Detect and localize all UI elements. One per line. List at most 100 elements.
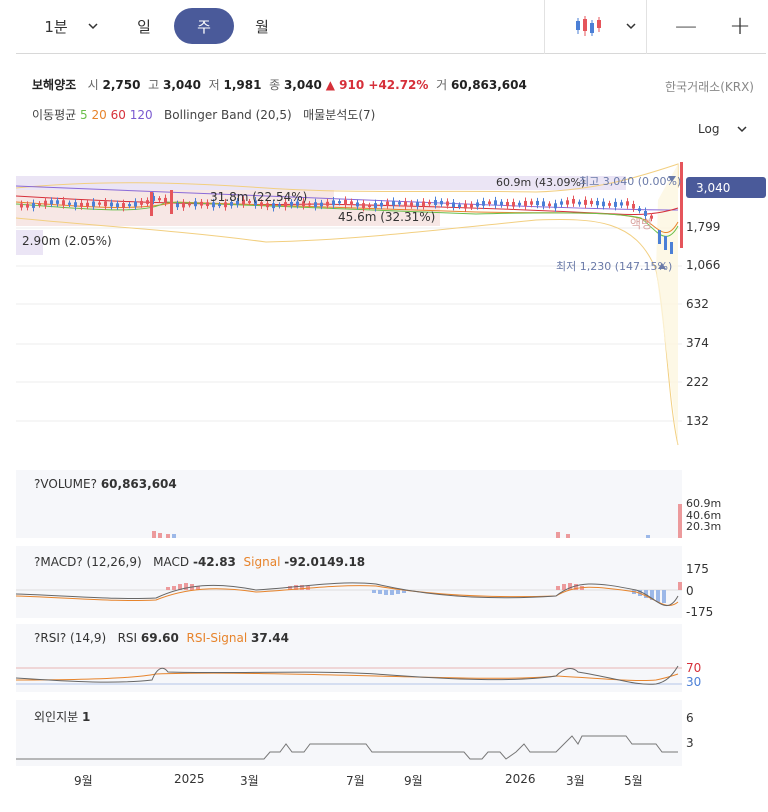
candle [464, 203, 467, 209]
interval-select[interactable]: 1분 [36, 8, 106, 44]
chevron-down-icon [626, 23, 636, 30]
ma-120: 120 [129, 108, 153, 122]
rsi-signal-label: RSI-Signal [186, 631, 248, 645]
candle [194, 201, 197, 207]
y-tick: 1,066 [686, 258, 721, 272]
candle [260, 202, 263, 207]
candle [164, 197, 167, 203]
ma-20: 20 [91, 108, 107, 122]
macd-panel[interactable] [16, 546, 682, 618]
candle [488, 201, 491, 204]
candle [200, 201, 203, 206]
candle [212, 202, 215, 208]
profile-label-3: 45.6m (32.31%) [338, 210, 435, 224]
ma-label[interactable]: 이동평균 [32, 108, 77, 122]
macd-chart [16, 582, 682, 607]
tab-month[interactable]: 월 [242, 8, 282, 44]
volume-profile-bar [16, 176, 626, 190]
candle [26, 204, 29, 208]
candle [626, 201, 629, 206]
candle [380, 202, 383, 207]
chevron-down-icon [88, 23, 98, 30]
candle [290, 201, 293, 206]
toolbar-divider [646, 0, 647, 54]
candle [482, 201, 485, 206]
zoom-in-button[interactable]: + [724, 8, 756, 44]
y-tick: 222 [686, 375, 709, 389]
macd-panel-label: ?MACD? (12,26,9) [34, 555, 142, 569]
indicator-legend: 이동평균 5 20 60 120 Bollinger Band (20,5) 매… [32, 106, 375, 123]
candle [38, 203, 41, 206]
candle [584, 199, 587, 205]
tab-day[interactable]: 일 [124, 8, 164, 44]
candle [658, 230, 661, 244]
price-chart[interactable]: 60.9m (43.09%) 31.8m (22.54%) 45.6m (32.… [16, 160, 768, 460]
candle [434, 200, 437, 206]
ma-120-line [16, 185, 679, 211]
candle [74, 202, 77, 207]
volume-bar [152, 531, 156, 538]
candle [440, 200, 443, 205]
y-tick: 374 [686, 336, 709, 350]
foreign-ownership-line [16, 735, 678, 760]
ma-5: 5 [80, 108, 88, 122]
candle [602, 201, 605, 207]
low-label: 저 [208, 78, 220, 92]
candle [128, 204, 131, 207]
candle [122, 203, 125, 208]
x-tick: 9월 [74, 774, 93, 788]
candle [446, 201, 449, 206]
candle [140, 200, 143, 205]
volume-label: 거 [436, 78, 448, 92]
candle [272, 203, 275, 209]
candle [308, 203, 311, 206]
rsi-panel[interactable] [16, 624, 682, 692]
exchange-label: 한국거래소(KRX) [665, 80, 754, 94]
chart-type-select[interactable] [560, 8, 650, 44]
foreign-y-tick: 6 [686, 711, 694, 725]
macd-y-tick: 0 [686, 584, 694, 598]
bollinger-label[interactable]: Bollinger Band (20,5) [164, 108, 292, 122]
x-tick: 7월 [346, 774, 365, 788]
candle [218, 204, 221, 207]
scale-select[interactable]: Log [698, 122, 747, 136]
macd-histogram [166, 582, 682, 590]
volume-panel[interactable] [16, 470, 682, 538]
candle [284, 202, 287, 208]
volume-panel-label: ?VOLUME? [34, 477, 97, 491]
candle [350, 201, 353, 205]
candle [578, 201, 581, 205]
volume-bar [646, 535, 650, 538]
rsi-signal-line [16, 672, 679, 682]
candle [80, 202, 83, 207]
candle [506, 201, 509, 207]
foreign-panel-value: 1 [82, 710, 91, 724]
macd-y-tick: -175 [686, 605, 714, 619]
zoom-out-button[interactable]: — [670, 8, 702, 44]
candle [596, 201, 599, 206]
candle [236, 200, 239, 205]
candle [150, 192, 153, 216]
candle [320, 202, 323, 207]
tab-week[interactable]: 주 [174, 8, 234, 44]
macd-title: ?MACD? (12,26,9) MACD -42.83 Signal -92.… [34, 555, 365, 569]
candle [368, 204, 371, 208]
candle [452, 202, 455, 208]
volume-title: ?VOLUME? 60,863,604 [34, 477, 177, 491]
last-price-tag-bg [686, 177, 766, 198]
y-tick: 632 [686, 297, 709, 311]
candle [524, 200, 527, 206]
close-label: 종 [269, 78, 281, 92]
tab-day-label: 일 [137, 17, 151, 36]
candle [632, 203, 635, 209]
candle [50, 200, 53, 205]
x-tick: 9월 [404, 774, 423, 788]
macd-y-tick: 175 [686, 562, 709, 576]
volume-bar [158, 533, 162, 538]
rsi-chart [16, 665, 682, 685]
rsi-y-tick: 30 [686, 675, 702, 689]
volume-bar [172, 534, 176, 538]
volume-profile-label[interactable]: 매물분석도(7) [303, 108, 376, 122]
foreign-ownership-panel[interactable] [16, 700, 682, 766]
candle [374, 203, 377, 209]
